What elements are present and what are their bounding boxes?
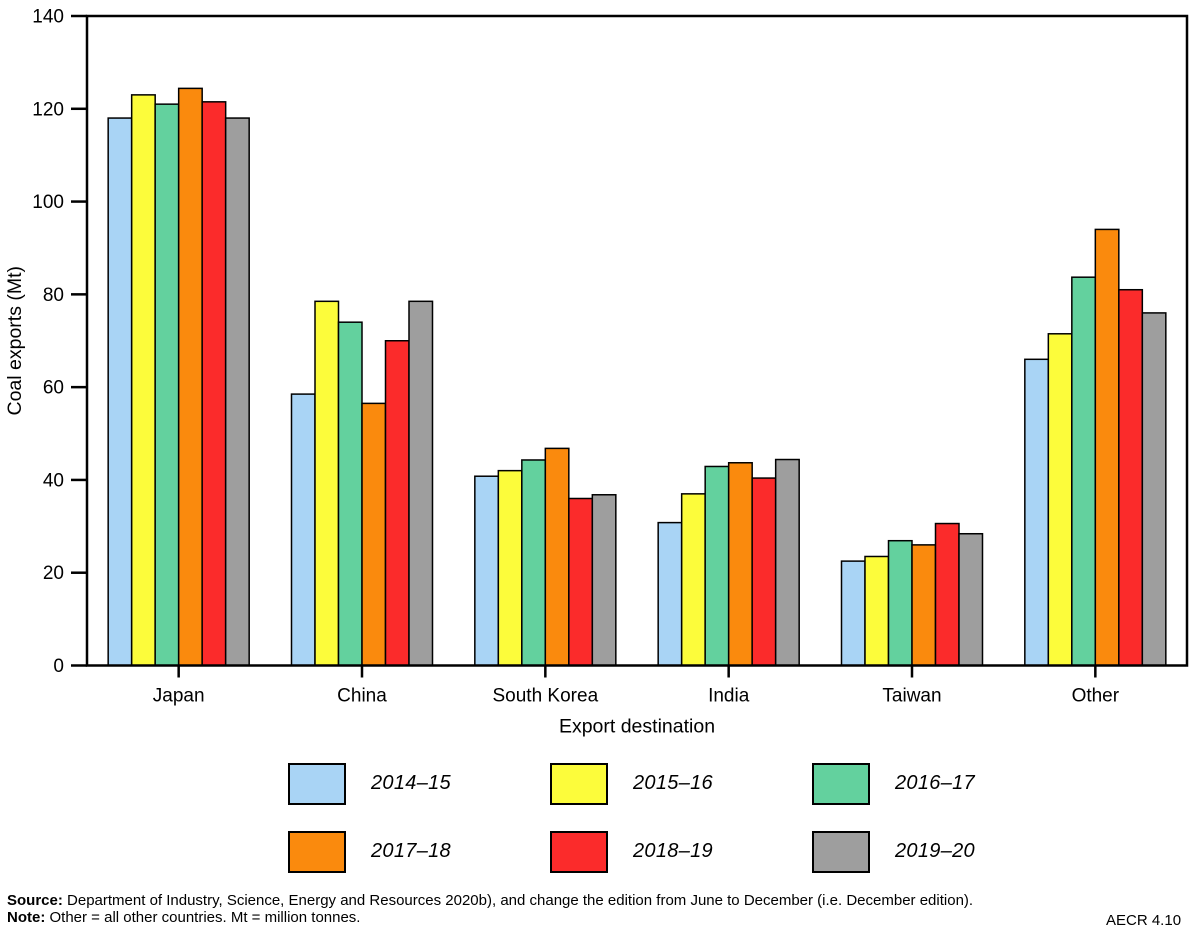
- bar-Japan-2016–17: [154, 103, 180, 667]
- note-line: Note: Other = all other countries. Mt = …: [7, 908, 1092, 927]
- source-text: Department of Industry, Science, Energy …: [62, 892, 974, 909]
- bar-China-2015–16: [314, 300, 340, 667]
- legend-item-2017–18: 2017–18: [288, 828, 550, 875]
- legend-swatch: [812, 762, 870, 805]
- y-tick-label: 0: [53, 656, 64, 677]
- x-tick-label: Other: [1072, 686, 1120, 707]
- legend-label: 2014–15: [371, 772, 451, 794]
- note-text: Other = all other countries. Mt = millio…: [45, 908, 361, 926]
- bar-India-2016–17: [704, 465, 730, 667]
- chart-legend: 2014–15 2015–16 2016–17 2017–18 2018–19 2019–…: [288, 760, 1074, 875]
- legend-label: 2019–20: [895, 840, 975, 862]
- bar-India-2017–18: [727, 462, 753, 667]
- bar-India-2019–20: [774, 458, 800, 667]
- coal-exports-bar-chart: 0 20 40 60 80 100 120 140 Japan China South Korea I…: [4, 7, 1189, 738]
- bar-South Korea-2016–17: [521, 459, 547, 667]
- x-tick-label: Japan: [153, 686, 205, 707]
- y-tick-label: 100: [32, 192, 64, 213]
- x-tick-label: South Korea: [493, 686, 599, 707]
- legend-swatch: [288, 762, 346, 805]
- bar-South Korea-2017–18: [544, 447, 570, 667]
- bar-India-2014–15: [657, 521, 683, 667]
- bar-Other-2015–16: [1047, 333, 1073, 667]
- bar-China-2014–15: [290, 393, 316, 667]
- bar-China-2017–18: [361, 402, 387, 667]
- y-tick-label: 20: [43, 563, 64, 584]
- bar-Other-2018–19: [1118, 288, 1144, 667]
- bar-India-2015–16: [680, 493, 706, 667]
- bar-Japan-2017–18: [177, 87, 203, 667]
- figure-code: AECR 4.10: [1106, 912, 1182, 929]
- bar-Other-2017–18: [1094, 228, 1120, 667]
- x-tick-label: India: [708, 686, 750, 707]
- y-tick-label: 60: [43, 378, 64, 399]
- source-label: Source:: [7, 892, 63, 909]
- y-axis-title: Coal exports (Mt): [4, 266, 26, 416]
- bar-South Korea-2015–16: [497, 469, 523, 667]
- legend-label: 2017–18: [371, 840, 451, 862]
- legend-swatch: [550, 830, 608, 873]
- x-tick-label: Taiwan: [882, 686, 941, 707]
- bar-Other-2014–15: [1024, 358, 1050, 667]
- x-tick-label: China: [337, 686, 387, 707]
- y-tick-label: 40: [43, 470, 64, 491]
- note-label: Note:: [7, 908, 46, 926]
- legend-item-2014–15: 2014–15: [288, 760, 550, 807]
- bar-Taiwan-2017–18: [911, 544, 937, 667]
- x-axis-title: Export destination: [559, 716, 715, 738]
- bar-China-2019–20: [408, 300, 434, 667]
- bar-Japan-2019–20: [224, 117, 250, 667]
- bar-Japan-2018–19: [201, 101, 227, 667]
- bar-Japan-2014–15: [107, 117, 133, 667]
- legend-swatch: [288, 830, 346, 873]
- legend-item-2016–17: 2016–17: [812, 760, 1074, 807]
- legend-label: 2015–16: [633, 772, 713, 794]
- legend-swatch: [550, 762, 608, 805]
- chart-footer: Source: Department of Industry, Science,…: [7, 892, 1092, 927]
- bar-Other-2019–20: [1141, 312, 1167, 667]
- bar-China-2018–19: [384, 340, 410, 667]
- legend-swatch: [812, 830, 870, 873]
- bar-India-2018–19: [751, 477, 777, 667]
- bar-China-2016–17: [337, 321, 363, 667]
- legend-label: 2016–17: [895, 772, 975, 794]
- y-tick-label: 140: [32, 7, 64, 28]
- bar-Taiwan-2015–16: [864, 555, 890, 667]
- bar-Taiwan-2014–15: [840, 560, 866, 667]
- bar-South Korea-2014–15: [474, 475, 500, 667]
- y-tick-label: 80: [43, 285, 64, 306]
- plot-frame: [85, 14, 1189, 667]
- source-line: Source: Department of Industry, Science,…: [7, 892, 1092, 910]
- legend-item-2018–19: 2018–19: [550, 828, 812, 875]
- bar-Taiwan-2016–17: [887, 539, 913, 667]
- legend-label: 2018–19: [633, 840, 713, 862]
- legend-item-2019–20: 2019–20: [812, 828, 1074, 875]
- bar-Taiwan-2018–19: [934, 522, 960, 667]
- y-tick-label: 120: [32, 99, 64, 120]
- legend-item-2015–16: 2015–16: [550, 760, 812, 807]
- bar-Other-2016–17: [1071, 276, 1097, 667]
- bar-South Korea-2019–20: [591, 494, 617, 667]
- bar-Taiwan-2019–20: [958, 532, 984, 667]
- bar-Japan-2015–16: [130, 94, 156, 667]
- bar-South Korea-2018–19: [568, 497, 594, 667]
